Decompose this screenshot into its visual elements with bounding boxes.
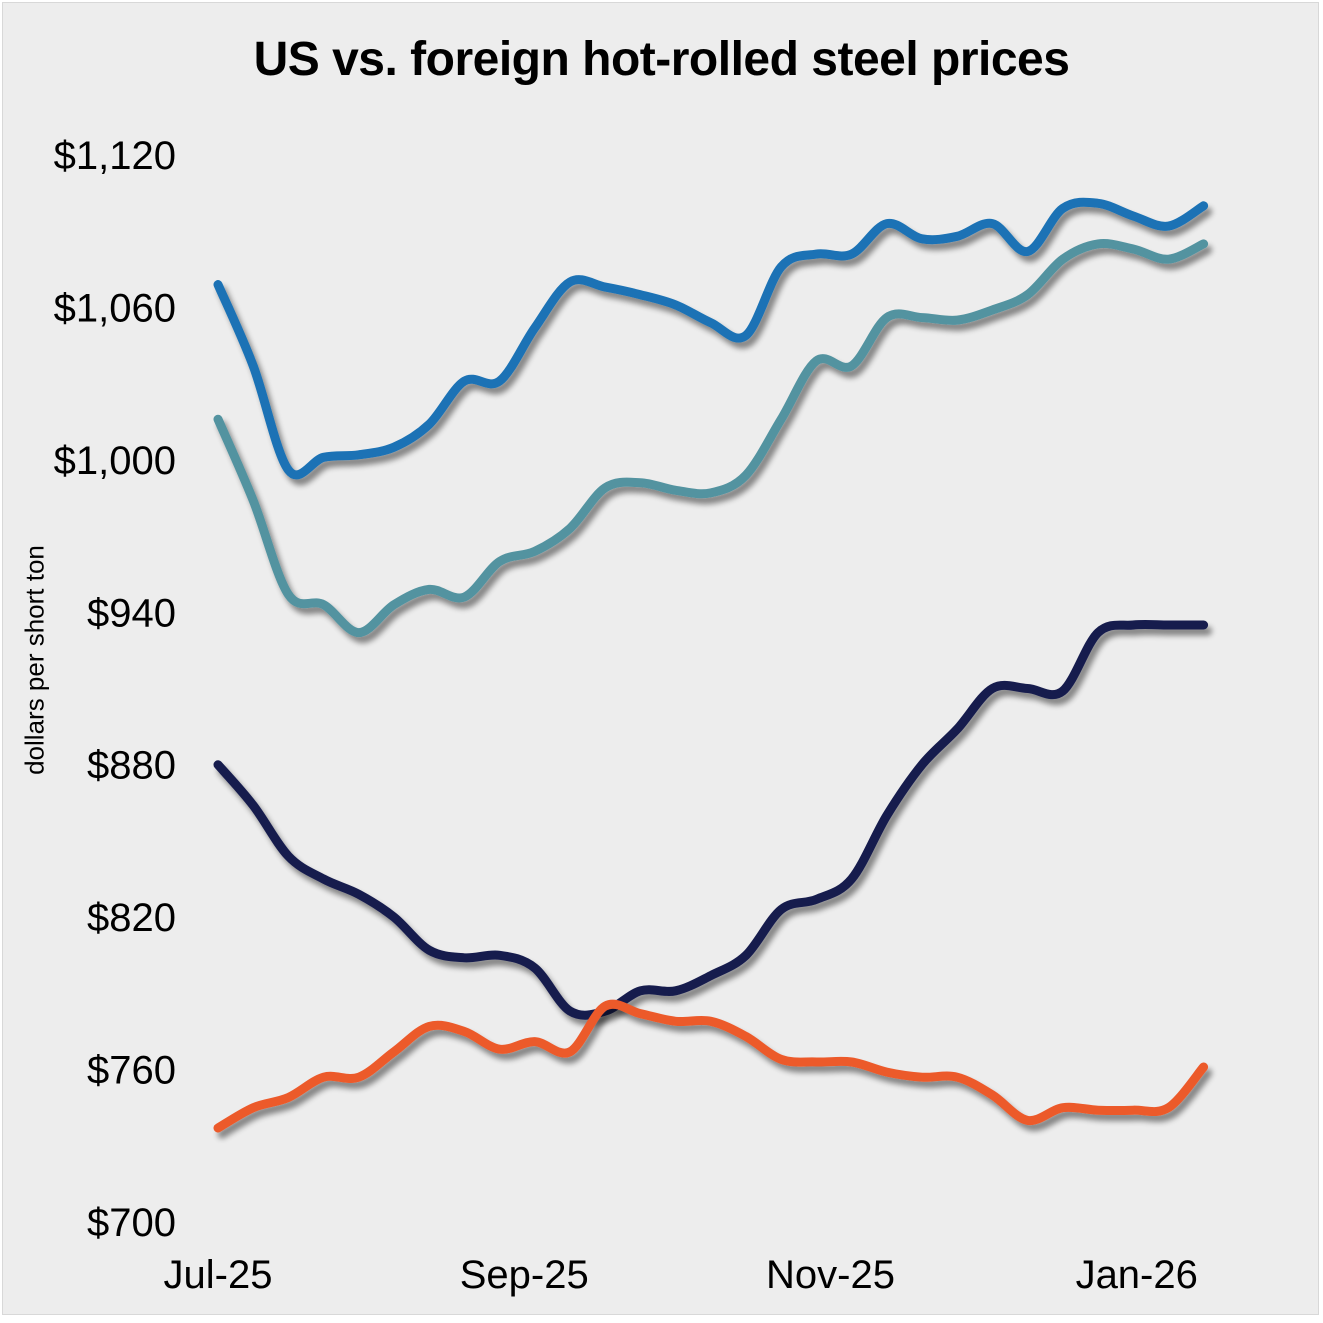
series-blue-line [213,197,1209,480]
y-tick-label: $940 [87,591,176,635]
y-tick-label: $880 [87,744,176,788]
y-tick-label: $820 [87,896,176,940]
y-tick-label: $1,000 [54,439,176,483]
series-teal-line [213,239,1209,638]
series-navy-line [213,619,1209,1020]
y-tick-label: $1,060 [54,286,176,330]
x-tick-label: Jul-25 [164,1253,273,1297]
chart-title: US vs. foreign hot-rolled steel prices [253,33,1070,86]
series-orange-line [213,999,1209,1133]
x-tick-label: Jan-26 [1076,1253,1198,1297]
y-tick-label: $1,120 [54,134,176,178]
x-tick-label: Nov-25 [766,1253,895,1297]
y-tick-label: $700 [87,1201,176,1245]
x-tick-label: Sep-25 [460,1253,589,1297]
y-tick-label: $760 [87,1049,176,1093]
